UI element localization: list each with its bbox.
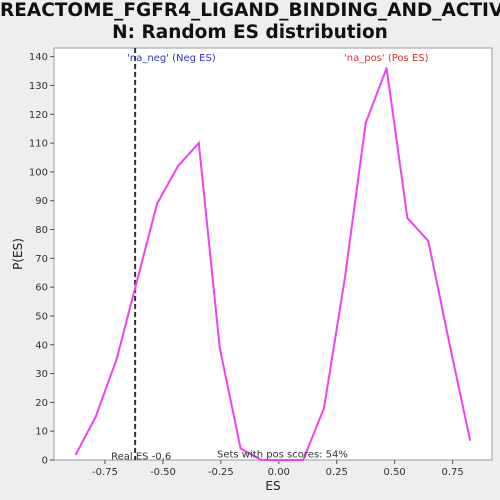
chart-title: REACTOME_FGFR4_LIGAND_BINDING_AND_ACTIVA…	[0, 0, 500, 44]
x-axis-label: ES	[265, 479, 280, 493]
data-point	[176, 165, 179, 168]
data-point	[197, 142, 200, 145]
data-point	[385, 67, 388, 70]
y-tick-label: 110	[29, 139, 48, 150]
y-tick-label: 20	[35, 398, 48, 409]
y-tick-label: 130	[29, 81, 48, 92]
y-tick-label: 0	[42, 456, 48, 467]
x-tick-label: -0.25	[208, 467, 234, 478]
pos-es-label: 'na_pos' (Pos ES)	[344, 53, 429, 64]
es-distribution-points	[75, 67, 471, 461]
x-tick-label: 0.75	[441, 467, 463, 478]
sets-pos-scores-label: Sets with pos scores: 54%	[217, 450, 348, 461]
y-tick-label: 70	[35, 254, 48, 265]
data-point	[239, 447, 242, 450]
y-axis: 0 10 20 30 40 50 60 70 80 90 100 110 120 130 140	[29, 52, 54, 467]
data-point	[448, 340, 451, 343]
y-tick-label: 140	[29, 52, 48, 63]
data-point	[343, 277, 346, 280]
y-tick-label: 10	[35, 427, 48, 438]
y-tick-label: 120	[29, 110, 48, 121]
chart-title-line-2: N: Random ES distribution	[112, 22, 388, 43]
data-point	[427, 240, 430, 243]
data-point	[156, 202, 159, 205]
data-point	[364, 121, 367, 124]
data-point	[260, 459, 263, 461]
y-tick-label: 100	[29, 167, 48, 178]
y-tick-label: 50	[35, 311, 48, 322]
data-point	[322, 407, 325, 410]
x-axis: -0.75 -0.50 -0.25 0.00 0.25 0.50 0.75	[92, 460, 464, 478]
x-tick-label: -0.50	[150, 467, 176, 478]
real-es-label: Real ES -0.6	[111, 452, 171, 463]
data-point	[218, 346, 221, 349]
data-point	[115, 358, 118, 361]
data-point	[468, 438, 471, 441]
x-tick-label: 0.00	[268, 467, 290, 478]
neg-es-label: 'na_neg' (Neg ES)	[127, 53, 216, 64]
data-point	[94, 415, 97, 418]
plot-area	[53, 47, 493, 461]
chart-title-line-1: REACTOME_FGFR4_LIGAND_BINDING_AND_ACTIVA…	[0, 0, 500, 21]
data-point	[75, 453, 78, 456]
x-tick-label: 0.50	[384, 467, 406, 478]
y-tick-label: 40	[35, 340, 48, 351]
y-axis-label: P(ES)	[11, 238, 25, 270]
y-tick-label: 80	[35, 225, 48, 236]
x-tick-label: -0.75	[92, 467, 118, 478]
data-point	[302, 459, 305, 461]
y-tick-label: 90	[35, 196, 48, 207]
data-point	[281, 459, 284, 461]
data-point	[406, 216, 409, 219]
y-tick-label: 30	[35, 369, 48, 380]
x-tick-label: 0.25	[326, 467, 348, 478]
y-tick-label: 60	[35, 283, 48, 294]
